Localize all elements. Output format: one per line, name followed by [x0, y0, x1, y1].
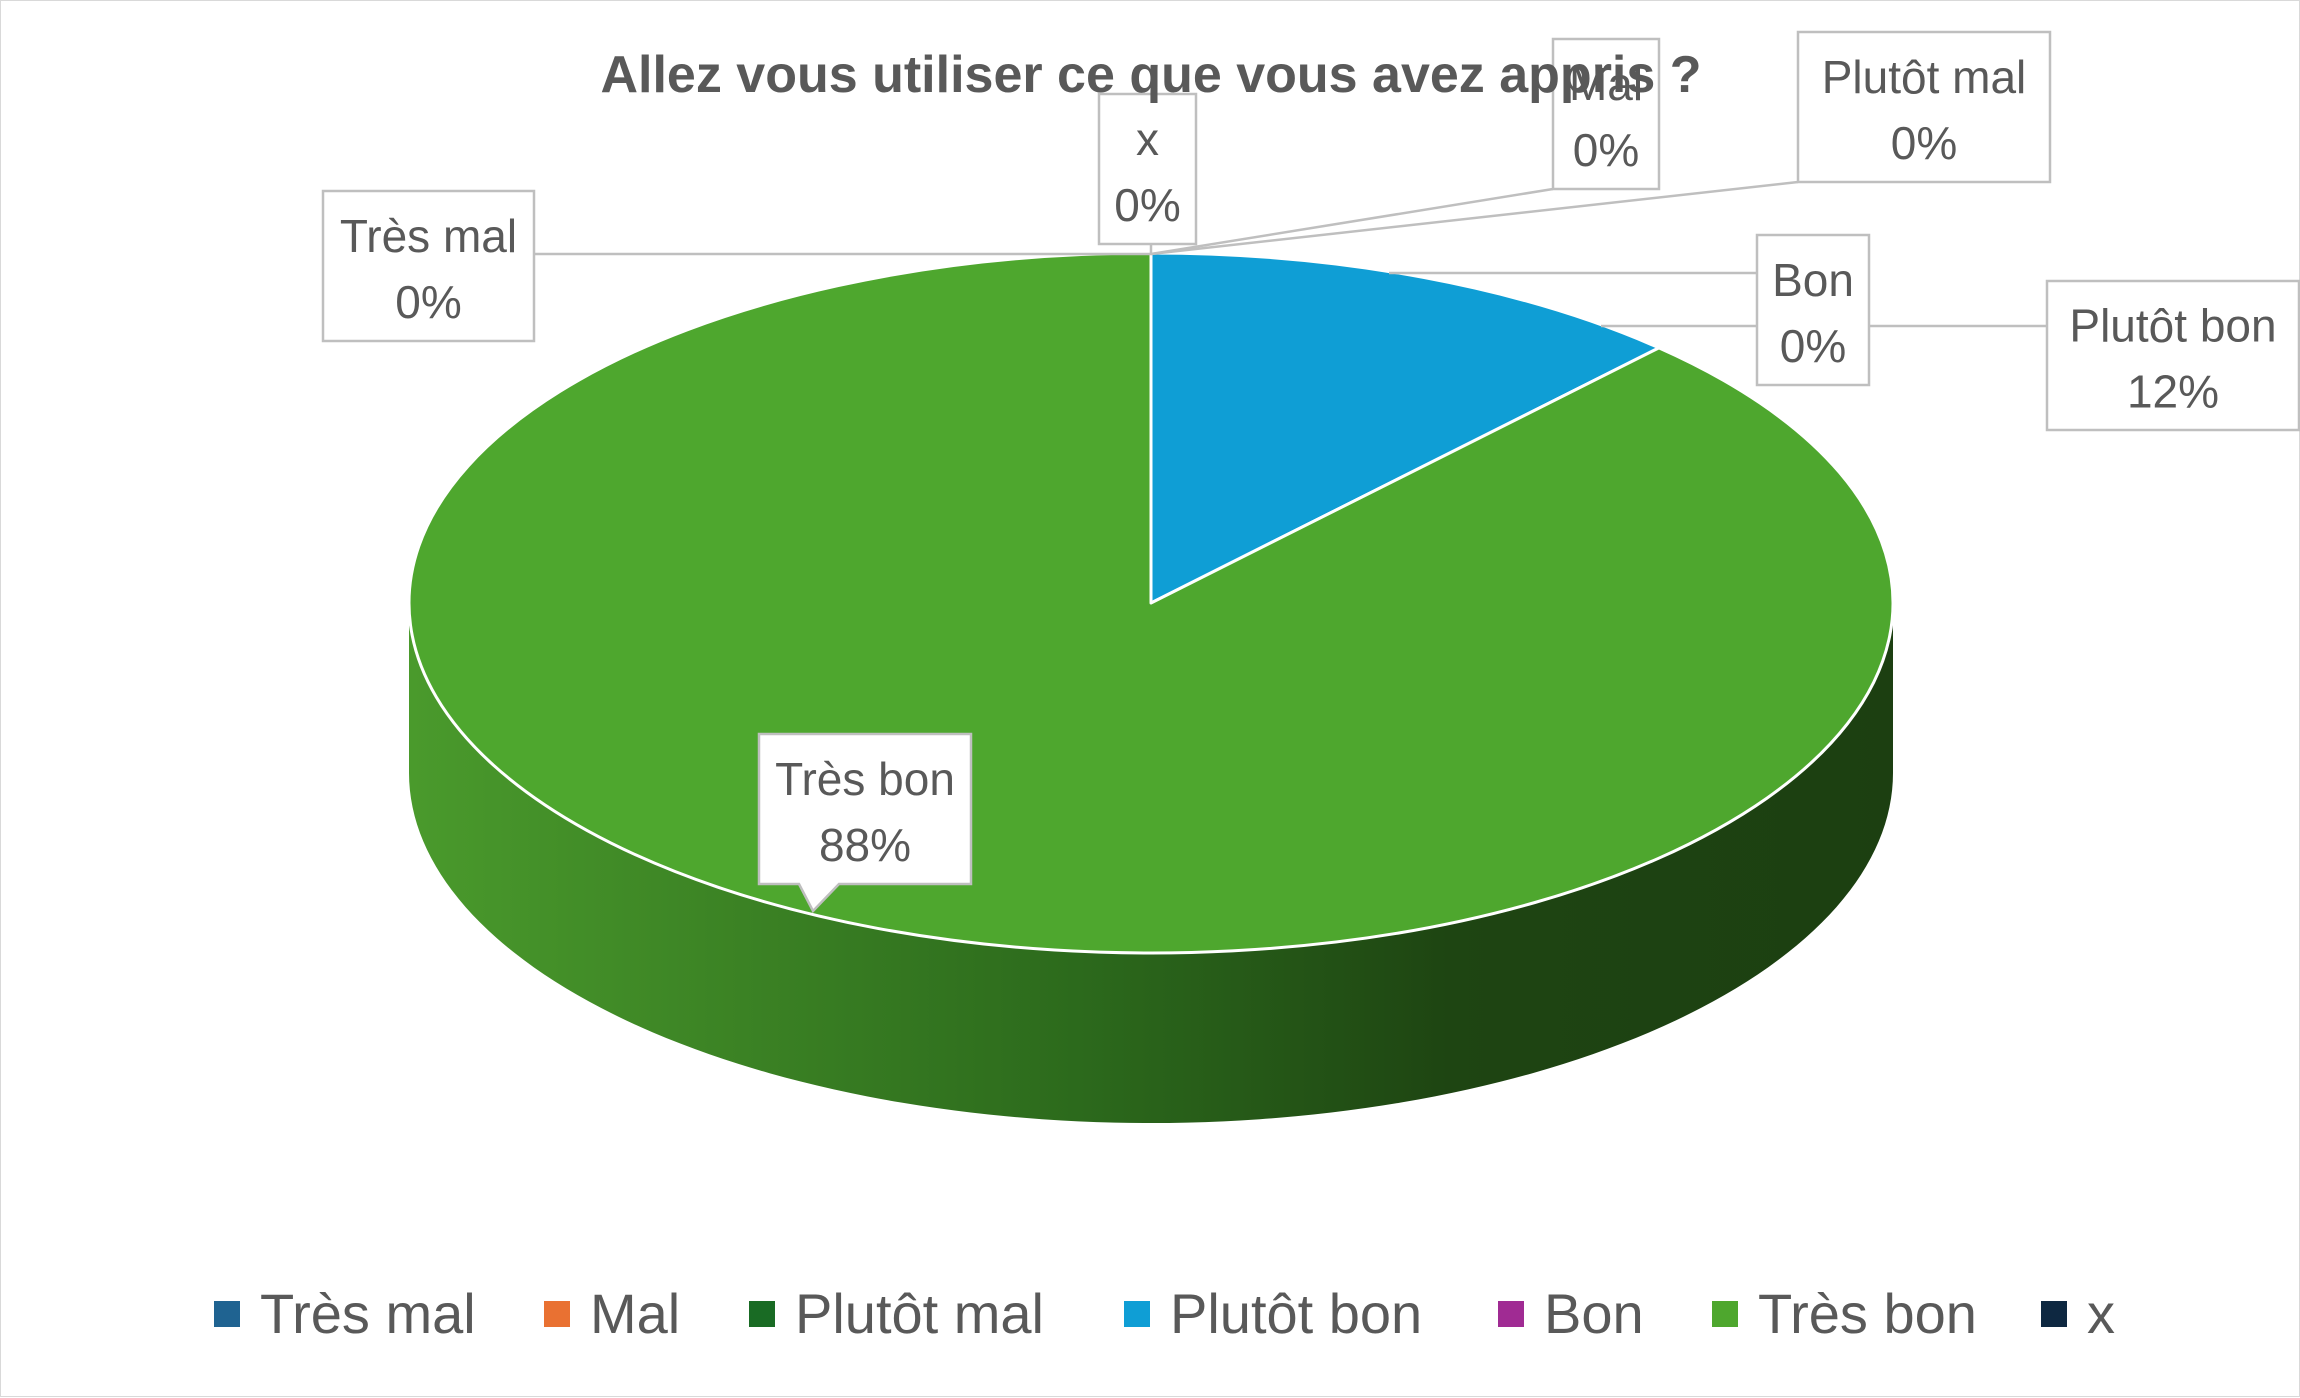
callout-box: [1097, 92, 1198, 246]
legend-item-tres-mal: Très mal: [214, 1282, 476, 1345]
legend-item-tres-bon: Très bon: [1712, 1282, 1977, 1345]
legend-label: Bon: [1544, 1282, 1644, 1345]
callout-box: [757, 732, 973, 914]
legend-swatch: [1712, 1301, 1738, 1327]
callout-box: [321, 189, 536, 343]
legend-label: Très bon: [1758, 1282, 1977, 1345]
label-category: Mal: [1569, 58, 1643, 110]
legend-label: x: [2087, 1282, 2115, 1345]
legend-item-mal: Mal: [544, 1282, 680, 1345]
callout-box: [1551, 37, 1661, 191]
chart-title: Allez vous utiliser ce que vous avez app…: [600, 46, 1701, 104]
pie-slice-plutot-bon: [1149, 251, 1661, 605]
legend-label: Plutôt mal: [795, 1282, 1044, 1345]
label-category: Très bon: [775, 753, 955, 805]
legend-swatch: [1124, 1301, 1150, 1327]
legend-swatch: [749, 1301, 775, 1327]
legend-item-x: x: [2041, 1282, 2115, 1345]
legend-label: Très mal: [260, 1282, 476, 1345]
legend-swatch: [544, 1301, 570, 1327]
pie-side-tres-bon: [409, 603, 1893, 1123]
data-label-tres-mal: Très mal 0%: [321, 189, 1151, 343]
label-percent: 88%: [819, 819, 911, 871]
legend-swatch: [214, 1301, 240, 1327]
data-label-tres-bon: Très bon 88%: [757, 732, 973, 914]
legend-label: Plutôt bon: [1170, 1282, 1422, 1345]
legend-item-bon: Bon: [1498, 1282, 1644, 1345]
callout-box: [2045, 279, 2300, 432]
data-labels: Très mal 0% Mal 0% Plutôt mal 0% Plutôt bon 12%…: [321, 30, 2300, 914]
label-category: x: [1136, 113, 1159, 165]
label-percent: 0%: [1891, 117, 1957, 169]
pie-top-surface: [407, 251, 1895, 955]
data-label-plutot-mal: Plutôt mal 0%: [1150, 30, 2052, 256]
data-label-plutot-bon: Plutôt bon 12%: [1601, 279, 2300, 432]
data-label-bon: Bon 0%: [1389, 233, 1871, 387]
label-percent: 12%: [2127, 366, 2219, 418]
legend-item-plutot-mal: Plutôt mal: [749, 1282, 1044, 1345]
label-category: Plutôt mal: [1822, 51, 2027, 103]
leader-line: [1150, 187, 1554, 256]
callout-box: [1796, 30, 2052, 184]
label-percent: 0%: [1780, 320, 1846, 372]
pie-side-wall: [409, 603, 1893, 1123]
legend-label: Mal: [590, 1282, 680, 1345]
legend: Très mal Mal Plutôt mal Plutôt bon Bon Très b…: [214, 1282, 2115, 1345]
label-category: Très mal: [340, 210, 517, 262]
callout-box: [1755, 233, 1871, 387]
pie-slice-tres-bon: [407, 251, 1895, 955]
legend-swatch: [1498, 1301, 1524, 1327]
leader-line: [1150, 180, 1799, 256]
data-label-x: x 0%: [1097, 92, 1198, 254]
legend-swatch: [2041, 1301, 2067, 1327]
label-category: Bon: [1772, 254, 1854, 306]
label-percent: 0%: [395, 276, 461, 328]
label-category: Plutôt bon: [2069, 300, 2276, 352]
legend-item-plutot-bon: Plutôt bon: [1124, 1282, 1422, 1345]
data-label-mal: Mal 0%: [1150, 37, 1661, 256]
label-percent: 0%: [1114, 179, 1180, 231]
label-percent: 0%: [1573, 124, 1639, 176]
